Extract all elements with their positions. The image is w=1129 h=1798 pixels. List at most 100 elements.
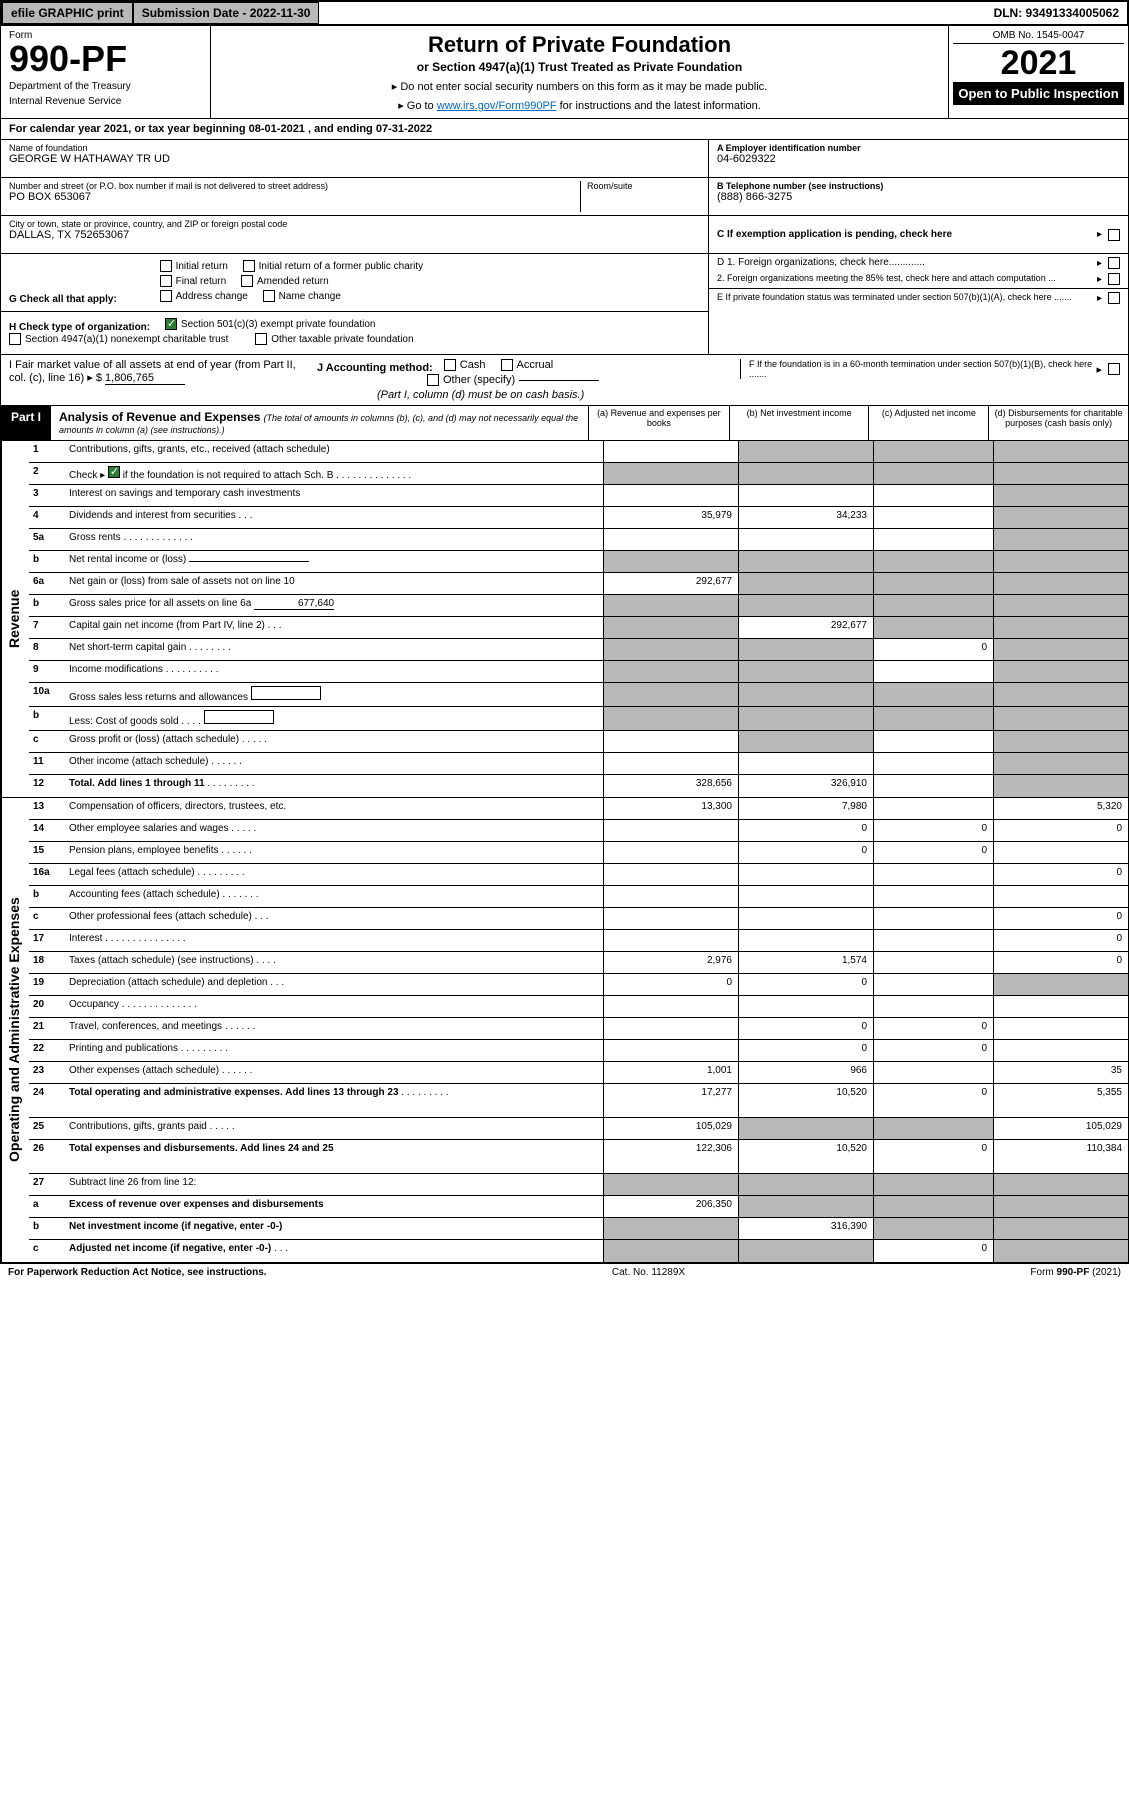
row-num: 23 — [29, 1062, 65, 1083]
final-return-checkbox[interactable] — [160, 275, 172, 287]
row-desc: Excess of revenue over expenses and disb… — [65, 1196, 603, 1217]
4947a1-checkbox[interactable] — [9, 333, 21, 345]
footer-form: Form 990-PF (2021) — [1030, 1267, 1121, 1278]
cell-value: 0 — [873, 639, 993, 660]
phone: (888) 866-3275 — [717, 191, 1120, 203]
row-desc: Income modifications . . . . . . . . . . — [65, 661, 603, 682]
foundation-name: GEORGE W HATHAWAY TR UD — [9, 153, 700, 165]
name-change-checkbox[interactable] — [263, 290, 275, 302]
i-j-row: I Fair market value of all assets at end… — [0, 355, 1129, 406]
inline-value: 677,640 — [254, 598, 334, 610]
g-opt-4: Address change — [176, 291, 248, 302]
row-num: 27 — [29, 1174, 65, 1195]
f-label: F If the foundation is in a 60-month ter… — [749, 359, 1096, 379]
status-terminated-checkbox[interactable] — [1108, 292, 1120, 304]
fmv-value: 1,806,765 — [105, 372, 185, 385]
d2-label: 2. Foreign organizations meeting the 85%… — [717, 273, 1056, 285]
cell-value: 316,390 — [738, 1218, 873, 1239]
row-desc: Total. Add lines 1 through 11 . . . . . … — [65, 775, 603, 797]
row-desc: Dividends and interest from securities .… — [65, 507, 603, 528]
col-d-header: (d) Disbursements for charitable purpose… — [988, 406, 1128, 440]
note-prefix: ▸ Go to — [398, 100, 437, 112]
cell-value: 0 — [993, 952, 1128, 973]
row-num: b — [29, 551, 65, 572]
cell-value: 0 — [993, 820, 1128, 841]
foreign-org-checkbox[interactable] — [1108, 257, 1120, 269]
address-change-checkbox[interactable] — [160, 290, 172, 302]
form-title: Return of Private Foundation — [217, 32, 942, 58]
h-label: H Check type of organization: — [9, 322, 150, 333]
g-opt-3: Amended return — [257, 276, 329, 287]
initial-return-checkbox[interactable] — [160, 260, 172, 272]
row-desc: Gross profit or (loss) (attach schedule)… — [65, 731, 603, 752]
entity-info: Name of foundation GEORGE W HATHAWAY TR … — [0, 140, 1129, 355]
row-num: 17 — [29, 930, 65, 951]
d1-label: D 1. Foreign organizations, check here..… — [717, 257, 925, 269]
year-begin: 08-01-2021 — [249, 123, 305, 135]
foreign-85-checkbox[interactable] — [1108, 273, 1120, 285]
row-num: c — [29, 908, 65, 929]
row-num: b — [29, 1218, 65, 1239]
other-taxable-checkbox[interactable] — [255, 333, 267, 345]
cell-value: 328,656 — [603, 775, 738, 797]
row-desc: Subtract line 26 from line 12: — [65, 1174, 603, 1195]
row-num: 16a — [29, 864, 65, 885]
ein: 04-6029322 — [717, 153, 1120, 165]
initial-former-checkbox[interactable] — [243, 260, 255, 272]
exemption-pending-checkbox[interactable] — [1108, 229, 1120, 241]
form-instructions-link[interactable]: www.irs.gov/Form990PF — [437, 100, 557, 112]
cell-value: 2,976 — [603, 952, 738, 973]
row-num: 22 — [29, 1040, 65, 1061]
open-public-badge: Open to Public Inspection — [953, 82, 1124, 105]
row-num: c — [29, 1240, 65, 1262]
cell-value: 5,355 — [993, 1084, 1128, 1117]
calendar-year-row: For calendar year 2021, or tax year begi… — [0, 119, 1129, 140]
other-method-checkbox[interactable] — [427, 374, 439, 386]
col-c-header: (c) Adjusted net income — [868, 406, 988, 440]
cell-value: 206,350 — [603, 1196, 738, 1217]
row-desc: Travel, conferences, and meetings . . . … — [65, 1018, 603, 1039]
calyear-mid: , and ending — [305, 123, 376, 135]
g-label: G Check all that apply: — [9, 294, 117, 305]
cell-value: 0 — [873, 1018, 993, 1039]
row-desc: Gross sales less returns and allowances — [65, 683, 603, 706]
row-num: 25 — [29, 1118, 65, 1139]
row-num: 5a — [29, 529, 65, 550]
schb-checkbox[interactable] — [108, 466, 120, 478]
row-num: 11 — [29, 753, 65, 774]
60month-checkbox[interactable] — [1108, 363, 1120, 375]
cell-value: 0 — [873, 820, 993, 841]
ein-label: A Employer identification number — [717, 143, 1120, 153]
row-desc: Adjusted net income (if negative, enter … — [65, 1240, 603, 1262]
accrual-checkbox[interactable] — [501, 359, 513, 371]
cell-value: 34,233 — [738, 507, 873, 528]
cell-value: 110,384 — [993, 1140, 1128, 1173]
amended-return-checkbox[interactable] — [241, 275, 253, 287]
501c3-checkbox[interactable] — [165, 318, 177, 330]
efile-print-button[interactable]: efile GRAPHIC print — [2, 2, 133, 24]
part1-title: Analysis of Revenue and Expenses — [59, 410, 260, 424]
row-num: a — [29, 1196, 65, 1217]
row-num: 24 — [29, 1084, 65, 1117]
row-desc: Accounting fees (attach schedule) . . . … — [65, 886, 603, 907]
street-label: Number and street (or P.O. box number if… — [9, 181, 580, 191]
row-num: 10a — [29, 683, 65, 706]
row-desc: Less: Cost of goods sold . . . . — [65, 707, 603, 730]
row-desc: Legal fees (attach schedule) . . . . . .… — [65, 864, 603, 885]
expenses-section: Operating and Administrative Expenses 13… — [0, 798, 1129, 1263]
row-num: 6a — [29, 573, 65, 594]
cell-value: 0 — [873, 1084, 993, 1117]
cell-value: 0 — [738, 820, 873, 841]
row-desc: Depreciation (attach schedule) and deple… — [65, 974, 603, 995]
cell-value: 0 — [993, 908, 1128, 929]
cash-checkbox[interactable] — [444, 359, 456, 371]
row-num: 26 — [29, 1140, 65, 1173]
row-desc: Other expenses (attach schedule) . . . .… — [65, 1062, 603, 1083]
cell-value: 326,910 — [738, 775, 873, 797]
cell-value: 0 — [873, 1040, 993, 1061]
expenses-side-label: Operating and Administrative Expenses — [1, 798, 29, 1262]
row-num: 19 — [29, 974, 65, 995]
dept-treasury: Department of the Treasury — [9, 81, 202, 92]
name-label: Name of foundation — [9, 143, 700, 153]
j-cash: Cash — [460, 359, 486, 371]
